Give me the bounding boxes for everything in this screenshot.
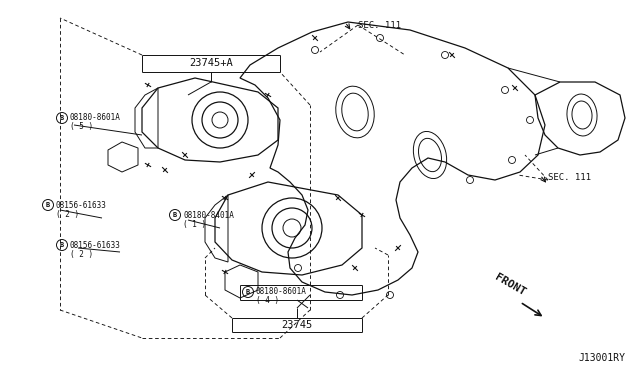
Text: 08156-61633: 08156-61633 (56, 201, 107, 209)
Text: B: B (46, 202, 50, 208)
Text: 08180-8601A: 08180-8601A (256, 288, 307, 296)
Text: B: B (246, 289, 250, 295)
Text: ( 2 ): ( 2 ) (70, 250, 93, 259)
Text: B: B (173, 212, 177, 218)
Text: ( 5 ): ( 5 ) (70, 122, 93, 131)
Text: J13001RY: J13001RY (578, 353, 625, 363)
Text: ( 1 ): ( 1 ) (183, 219, 206, 228)
Text: SEC. 111: SEC. 111 (358, 20, 401, 29)
Text: 23745+A: 23745+A (189, 58, 233, 68)
Text: 08156-61633: 08156-61633 (70, 241, 121, 250)
Text: 23745: 23745 (282, 320, 312, 330)
Text: ( 2 ): ( 2 ) (56, 209, 79, 218)
Text: SEC. 111: SEC. 111 (548, 173, 591, 183)
Text: B: B (60, 242, 64, 248)
Text: B: B (60, 115, 64, 121)
Text: 08180-8401A: 08180-8401A (183, 211, 234, 219)
Text: 08180-8601A: 08180-8601A (70, 113, 121, 122)
Text: ( 4 ): ( 4 ) (256, 296, 279, 305)
Text: FRONT: FRONT (493, 272, 527, 298)
